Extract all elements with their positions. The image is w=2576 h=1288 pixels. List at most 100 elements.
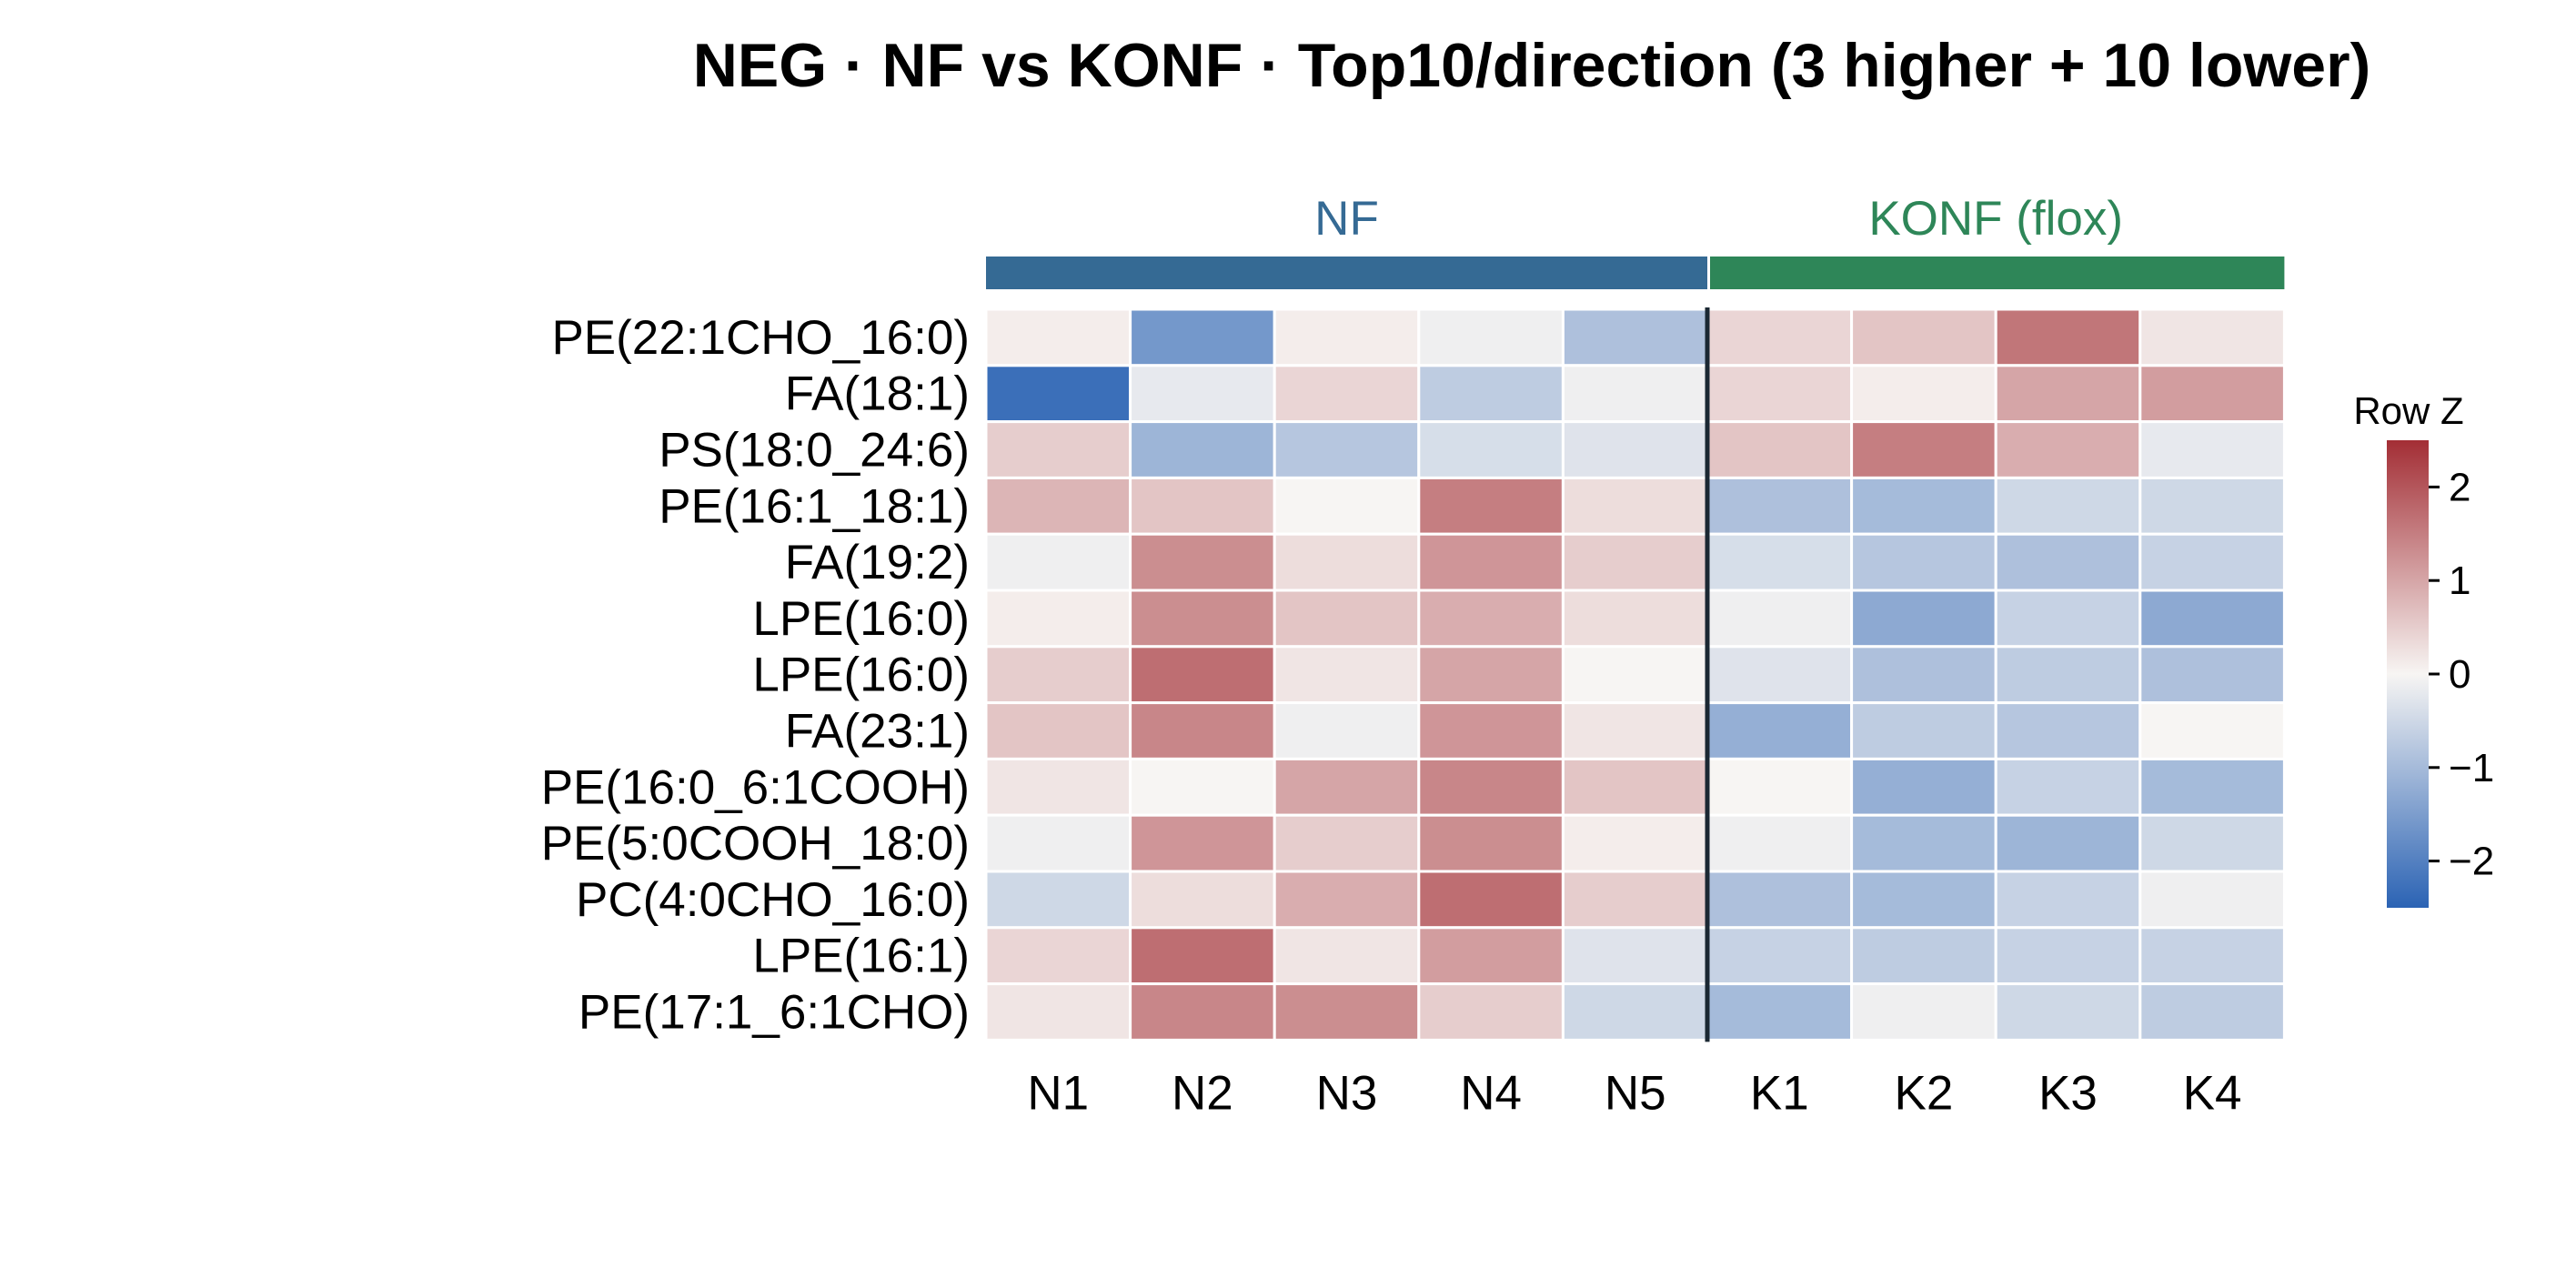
- colorbar-tick-label: −2: [2449, 840, 2494, 884]
- chart-title: NEG · NF vs KONF · Top10/direction (3 hi…: [693, 31, 2370, 100]
- heatmap-cell: [1994, 307, 2142, 367]
- heatmap-cell: [1850, 926, 1997, 986]
- column-label: K2: [1894, 1066, 1953, 1120]
- heatmap-cell: [1850, 757, 1997, 817]
- heatmap-cell: [1994, 364, 2142, 424]
- row-label: LPE(16:1): [752, 930, 970, 983]
- heatmap-cell: [1561, 757, 1709, 817]
- row-label: FA(23:1): [785, 705, 970, 759]
- heatmap-cell: [1994, 645, 2142, 705]
- heatmap-cell: [2138, 645, 2286, 705]
- heatmap-cell: [1706, 645, 1854, 705]
- group-annotation-bars: NF KONF (flox): [986, 192, 2285, 289]
- heatmap-cell: [1994, 870, 2142, 930]
- heatmap-cell: [1561, 982, 1709, 1041]
- colorbar-legend: Row Z 2 1 0 −1 −2: [2353, 389, 2494, 908]
- column-label: K4: [2183, 1066, 2242, 1120]
- heatmap-cell: [984, 870, 1132, 930]
- heatmap-cell: [984, 813, 1132, 873]
- heatmap-cell: [1129, 364, 1276, 424]
- heatmap-cell: [1994, 757, 2142, 817]
- heatmap-cell: [1706, 307, 1854, 367]
- heatmap-cell: [1706, 813, 1854, 873]
- heatmap-cell: [1706, 757, 1854, 817]
- group-label: NF: [1314, 192, 1379, 246]
- heatmap-cell: [1850, 364, 1997, 424]
- heatmap-cell: [1417, 589, 1565, 649]
- row-label: PE(17:1_6:1CHO): [579, 986, 970, 1040]
- heatmap-cell: [1561, 420, 1709, 479]
- heatmap-cell: [1273, 420, 1421, 479]
- heatmap-cell: [1417, 532, 1565, 592]
- heatmap-cell: [1417, 420, 1565, 479]
- heatmap-cell: [1417, 813, 1565, 873]
- heatmap-cell: [1994, 532, 2142, 592]
- heatmap-cell: [1129, 420, 1276, 479]
- column-label: N1: [1027, 1066, 1089, 1120]
- heatmap-cell: [1273, 645, 1421, 705]
- heatmap-cell: [1561, 476, 1709, 536]
- heatmap-cell: [1994, 926, 2142, 986]
- heatmap-cells: [984, 307, 2286, 1042]
- heatmap-cell: [1706, 364, 1854, 424]
- heatmap-cell: [2138, 982, 2286, 1041]
- row-labels: PE(22:1CHO_16:0)FA(18:1)PS(18:0_24:6)PE(…: [541, 311, 970, 1040]
- heatmap-cell: [2138, 364, 2286, 424]
- column-label: N4: [1460, 1066, 1522, 1120]
- heatmap-cell: [1129, 757, 1276, 817]
- heatmap-cell: [1706, 982, 1854, 1041]
- heatmap-cell: [1273, 476, 1421, 536]
- heatmap-cell: [1706, 589, 1854, 649]
- heatmap-cell: [1850, 476, 1997, 536]
- heatmap-cell: [1417, 757, 1565, 817]
- heatmap-cell: [1129, 307, 1276, 367]
- heatmap-cell: [1561, 813, 1709, 873]
- heatmap-cell: [1417, 364, 1565, 424]
- row-label: PE(16:0_6:1COOH): [541, 760, 970, 814]
- heatmap-cell: [1417, 870, 1565, 930]
- heatmap-cell: [1273, 532, 1421, 592]
- heatmap-cell: [984, 926, 1132, 986]
- heatmap-cell: [1129, 589, 1276, 649]
- heatmap-cell: [984, 645, 1132, 705]
- heatmap-cell: [1561, 364, 1709, 424]
- heatmap-cell: [2138, 701, 2286, 760]
- heatmap-cell: [1706, 701, 1854, 760]
- heatmap-cell: [1273, 982, 1421, 1041]
- row-label: FA(19:2): [785, 536, 970, 589]
- group-bar: [986, 257, 1707, 289]
- heatmap-cell: [1706, 870, 1854, 930]
- heatmap-cell: [984, 589, 1132, 649]
- heatmap-cell: [1417, 982, 1565, 1041]
- row-label: PE(16:1_18:1): [659, 479, 970, 533]
- column-label: K3: [2038, 1066, 2098, 1120]
- heatmap-cell: [2138, 307, 2286, 367]
- heatmap-cell: [1417, 476, 1565, 536]
- colorbar-tick-label: 0: [2449, 652, 2470, 697]
- heatmap-cell: [1706, 532, 1854, 592]
- colorbar-tick-label: 1: [2449, 558, 2470, 603]
- heatmap-cell: [2138, 813, 2286, 873]
- colorbar-title: Row Z: [2353, 389, 2463, 432]
- heatmap-cell: [1129, 982, 1276, 1041]
- heatmap-cell: [1850, 307, 1997, 367]
- row-label: PC(4:0CHO_16:0): [576, 873, 970, 927]
- heatmap-cell: [2138, 589, 2286, 649]
- heatmap-cell: [1706, 926, 1854, 986]
- heatmap-cell: [1994, 701, 2142, 760]
- heatmap-cell: [1850, 982, 1997, 1041]
- heatmap-cell: [1129, 476, 1276, 536]
- heatmap-cell: [1273, 307, 1421, 367]
- heatmap-cell: [1129, 532, 1276, 592]
- heatmap-cell: [1850, 589, 1997, 649]
- heatmap-cell: [1273, 926, 1421, 986]
- heatmap-cell: [1561, 589, 1709, 649]
- column-labels: N1 N2 N3 N4 N5 K1 K2 K3 K4: [1027, 1066, 2241, 1120]
- heatmap-cell: [2138, 532, 2286, 592]
- heatmap-cell: [1129, 813, 1276, 873]
- heatmap-cell: [984, 420, 1132, 479]
- heatmap-cell: [1850, 870, 1997, 930]
- heatmap-cell: [1273, 701, 1421, 760]
- heatmap-cell: [1706, 476, 1854, 536]
